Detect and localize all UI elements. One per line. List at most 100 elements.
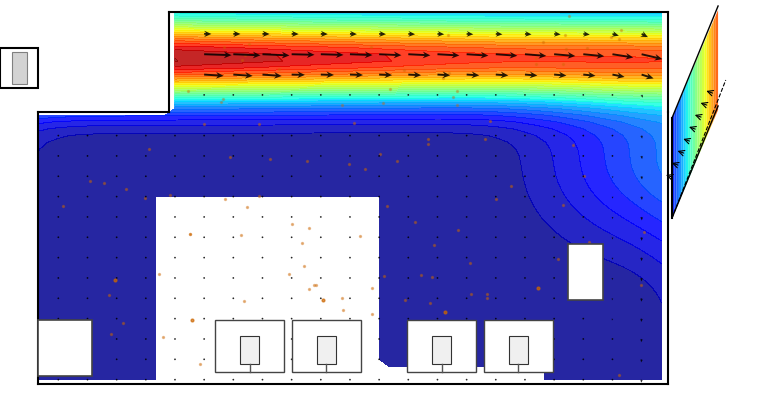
Point (451, 88, 463, 94)
Bar (508, 336, 528, 364)
Point (353, 232, 366, 239)
Point (143, 146, 155, 152)
Point (215, 99, 227, 105)
Point (552, 256, 564, 262)
Point (451, 102, 463, 108)
Point (236, 57, 248, 64)
Point (336, 102, 349, 108)
Point (217, 95, 229, 102)
Polygon shape (690, 70, 693, 175)
Point (560, 46, 572, 53)
Point (194, 360, 206, 367)
Bar (407, 320, 476, 372)
Polygon shape (697, 53, 700, 158)
Point (482, 346, 494, 352)
Point (558, 32, 571, 39)
Point (423, 300, 435, 306)
Point (366, 285, 379, 291)
Point (455, 320, 468, 327)
Point (381, 202, 393, 209)
Polygon shape (684, 86, 686, 191)
Polygon shape (702, 42, 704, 148)
Point (465, 291, 477, 298)
Point (614, 27, 627, 34)
Point (530, 61, 542, 68)
Bar (484, 320, 553, 372)
Point (218, 43, 230, 50)
Point (273, 66, 285, 72)
Point (237, 298, 250, 304)
Point (286, 221, 298, 227)
Point (399, 297, 411, 303)
Point (377, 100, 389, 107)
Point (343, 160, 356, 167)
Point (391, 158, 403, 164)
Point (253, 121, 265, 128)
Polygon shape (695, 59, 697, 164)
Point (182, 88, 194, 94)
Point (235, 231, 247, 238)
Point (359, 166, 371, 173)
Point (635, 281, 647, 288)
Point (253, 192, 266, 199)
Polygon shape (700, 48, 702, 153)
Point (638, 228, 650, 235)
Point (537, 39, 549, 45)
Point (348, 120, 360, 126)
Point (604, 34, 617, 40)
Point (307, 282, 319, 288)
Point (383, 86, 396, 92)
Point (306, 329, 318, 336)
Point (414, 339, 426, 346)
Bar (292, 320, 361, 372)
Point (157, 334, 169, 340)
Point (505, 183, 518, 189)
Point (264, 156, 276, 162)
Polygon shape (713, 16, 716, 121)
Point (557, 202, 569, 208)
Point (241, 204, 253, 210)
Polygon shape (711, 21, 713, 126)
Point (436, 75, 449, 82)
Point (397, 67, 409, 73)
Bar (568, 244, 603, 300)
Point (337, 307, 349, 313)
Bar (12, 52, 27, 84)
Point (557, 60, 569, 67)
Point (197, 121, 210, 127)
Point (563, 13, 575, 20)
Point (184, 231, 197, 238)
Point (366, 311, 379, 318)
Polygon shape (693, 64, 695, 170)
Point (443, 70, 455, 76)
Polygon shape (704, 37, 707, 142)
Point (139, 194, 151, 201)
Point (543, 332, 555, 338)
Point (98, 180, 110, 186)
Polygon shape (709, 26, 711, 132)
Point (478, 136, 491, 142)
Point (301, 157, 313, 164)
Point (223, 154, 236, 160)
Point (58, 202, 70, 209)
Polygon shape (688, 75, 690, 180)
Point (567, 142, 579, 148)
Polygon shape (679, 96, 681, 202)
Point (283, 271, 295, 277)
Point (481, 294, 493, 301)
Point (230, 352, 242, 359)
Point (415, 272, 427, 278)
Point (303, 286, 315, 292)
Point (613, 36, 625, 43)
Bar (240, 336, 260, 364)
Point (425, 274, 438, 281)
Point (105, 330, 118, 337)
Point (442, 32, 454, 38)
Point (422, 135, 434, 142)
Point (404, 344, 416, 351)
Point (153, 271, 165, 277)
Bar (432, 336, 452, 364)
Point (296, 240, 309, 246)
Point (481, 290, 493, 297)
Point (449, 349, 461, 355)
